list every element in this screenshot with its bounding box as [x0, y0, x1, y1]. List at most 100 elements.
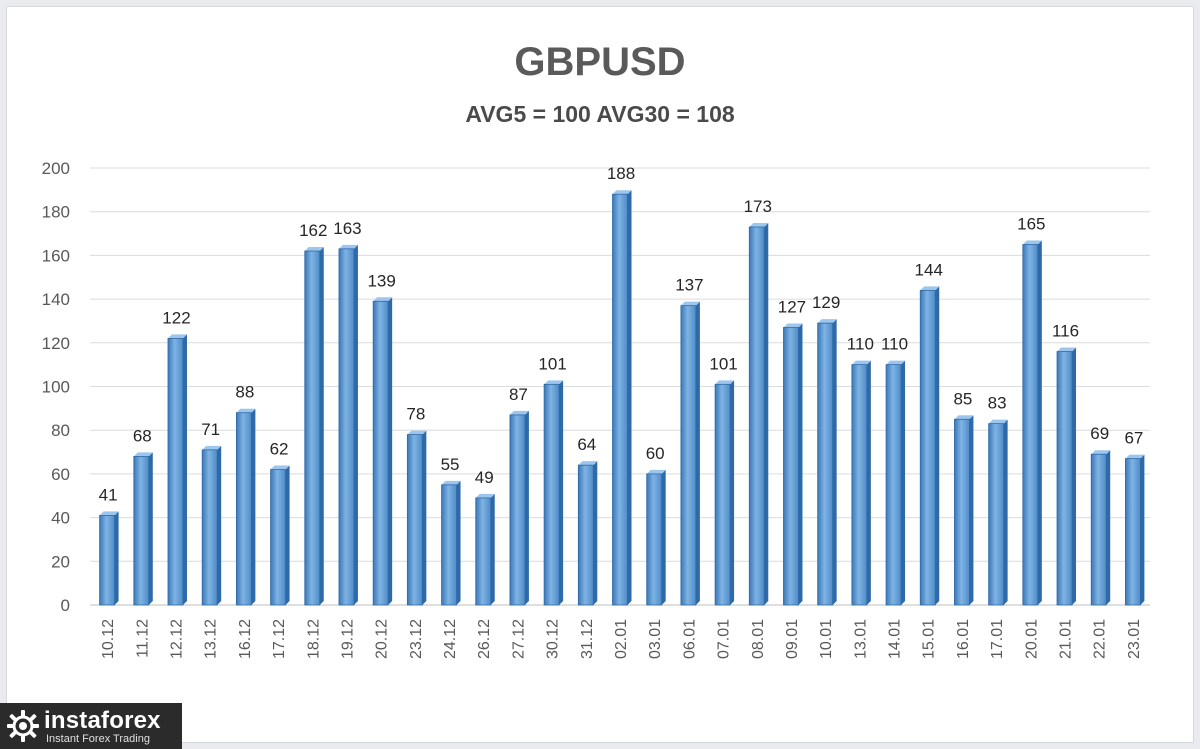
bar — [919, 286, 940, 606]
bar-side — [217, 445, 222, 605]
bar-top — [133, 452, 153, 457]
bar-top — [612, 190, 632, 195]
data-label: 162 — [299, 221, 327, 240]
x-tick-label: 30.12 — [545, 619, 562, 659]
data-label: 41 — [99, 485, 118, 504]
bar-side — [1003, 419, 1008, 605]
data-label: 127 — [778, 298, 806, 317]
x-tick-label: 16.12 — [237, 619, 254, 659]
chart-title: GBPUSD — [514, 40, 686, 84]
data-label: 78 — [406, 405, 425, 424]
y-tick-label: 0 — [61, 596, 70, 615]
bar-side — [866, 360, 871, 605]
bar-front — [1056, 351, 1073, 606]
logo-brand-name: instaforex — [44, 707, 161, 734]
bar-front — [167, 338, 184, 606]
bar-top — [886, 360, 906, 365]
x-tick-label: 07.01 — [716, 619, 733, 659]
bar-side — [1106, 450, 1111, 605]
x-tick-label: 12.12 — [168, 619, 185, 659]
bar-top — [304, 247, 324, 252]
bar-top — [783, 323, 803, 328]
x-tick-label: 13.12 — [203, 619, 220, 659]
bar-top — [475, 493, 495, 498]
data-label: 101 — [709, 354, 737, 373]
bar — [680, 301, 700, 606]
bar — [441, 480, 461, 606]
data-labels: 41 68 122 71 88 62 162 163 139 78 55 49 87 101 64 188 60… — [99, 164, 1144, 504]
data-label: 116 — [1052, 322, 1079, 341]
chart-subtitle: AVG5 = 100 AVG30 = 108 — [465, 101, 735, 127]
bar-side — [661, 469, 666, 605]
data-label: 71 — [201, 420, 220, 439]
bar-top — [407, 430, 427, 435]
bar-side — [148, 452, 153, 605]
data-label: 68 — [133, 426, 152, 445]
x-tick-label: 13.01 — [852, 619, 869, 659]
bar-front — [270, 469, 286, 606]
data-label: 87 — [509, 385, 528, 404]
y-axis-ticks: 0 20 40 60 80 100 120 140 160 180 200 — [42, 159, 70, 615]
bar — [1090, 450, 1111, 606]
bar-side — [1072, 347, 1077, 605]
bar-top — [338, 244, 358, 249]
x-tick-label: 10.01 — [818, 619, 835, 659]
y-tick-label: 20 — [51, 552, 70, 571]
bar-side — [901, 360, 906, 605]
y-tick-label: 80 — [51, 421, 70, 440]
bar — [748, 222, 769, 606]
bar-front — [817, 322, 834, 606]
y-tick-label: 160 — [42, 246, 70, 265]
bar-top — [817, 319, 837, 324]
bar — [543, 380, 564, 606]
data-label: 110 — [847, 335, 874, 354]
bar-top — [99, 511, 119, 516]
instaforex-logo[interactable]: instaforex Instant Forex Trading — [0, 703, 182, 749]
data-label: 188 — [607, 164, 635, 183]
data-label: 64 — [577, 435, 596, 454]
x-tick-label: 14.01 — [887, 619, 904, 659]
bar-front — [235, 412, 252, 606]
bar — [817, 319, 837, 606]
logo-tagline: Instant Forex Trading — [46, 733, 150, 745]
y-tick-label: 200 — [42, 159, 70, 178]
bar-front — [304, 250, 321, 606]
bar — [235, 408, 256, 606]
bar — [99, 511, 119, 606]
x-tick-label: 23.12 — [408, 619, 425, 659]
x-tick-label: 18.12 — [305, 619, 322, 659]
data-label: 144 — [915, 260, 943, 279]
x-tick-label: 20.12 — [374, 619, 391, 659]
x-tick-label: 16.01 — [955, 619, 972, 659]
bar-side — [1037, 240, 1042, 605]
bar-side — [764, 222, 769, 605]
bar-front — [372, 300, 389, 606]
bar-top — [578, 461, 598, 466]
bar-front — [612, 193, 628, 606]
bar-top — [1057, 347, 1077, 352]
x-tick-label: 22.01 — [1092, 619, 1109, 659]
bar-top — [1125, 454, 1145, 459]
bar-front — [99, 515, 115, 606]
bar — [406, 430, 427, 606]
data-label: 62 — [270, 440, 289, 459]
bar-side — [798, 323, 803, 605]
bar-front — [954, 418, 970, 606]
bar-side — [593, 461, 598, 605]
data-label: 110 — [881, 335, 908, 354]
data-label: 101 — [538, 354, 566, 373]
bar-top — [373, 297, 393, 302]
data-label: 60 — [646, 444, 665, 463]
bar-top — [441, 480, 461, 485]
bar-side — [559, 380, 564, 605]
bar-side — [730, 380, 735, 605]
bar — [270, 465, 290, 606]
bar-side — [456, 480, 461, 605]
bar — [509, 410, 529, 606]
data-label: 49 — [475, 468, 494, 487]
bar-front — [1125, 458, 1141, 606]
bar-top — [988, 419, 1008, 424]
bar-top — [920, 286, 940, 291]
bar-side — [319, 247, 324, 605]
bar — [167, 334, 187, 606]
